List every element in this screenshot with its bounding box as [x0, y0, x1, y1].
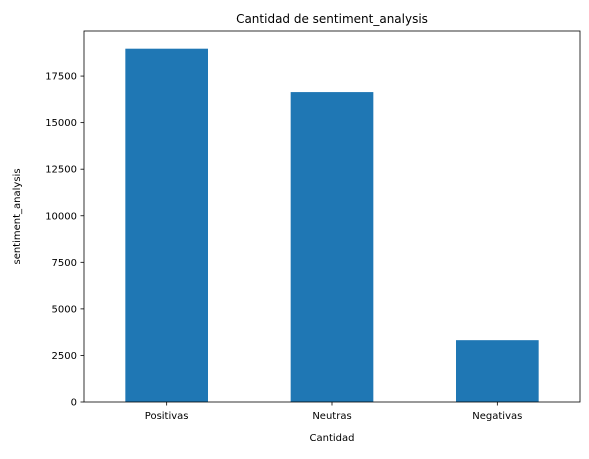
- y-tick-label: 7500: [52, 258, 77, 269]
- plot-frame: [83, 30, 581, 403]
- x-tick-label: Positivas: [145, 411, 189, 422]
- y-axis-label: sentiment_analysis: [12, 168, 23, 264]
- y-tick-label: 2500: [52, 351, 77, 362]
- x-ticks-group: Positivas Neutras Negativas: [145, 402, 522, 422]
- y-tick-label: 5000: [52, 304, 77, 315]
- bar-neutras: [290, 92, 374, 403]
- x-tick-label: Neutras: [312, 411, 351, 422]
- chart-title: Cantidad de sentiment_analysis: [236, 12, 428, 26]
- y-tick-label: 12500: [45, 165, 77, 176]
- y-tick-label: 15000: [45, 118, 77, 129]
- x-tick-label: Negativas: [472, 411, 522, 422]
- bar-positivas: [125, 48, 208, 403]
- y-tick-label: 17500: [45, 72, 77, 83]
- bars-group: [125, 48, 539, 403]
- bar-negativas: [456, 340, 539, 402]
- y-ticks-group: 0 2500 5000 7500 10000 12500 15000 17500: [45, 72, 84, 409]
- y-tick-label: 0: [71, 398, 77, 409]
- x-axis-label: Cantidad: [310, 433, 355, 444]
- y-tick-label: 10000: [45, 211, 77, 222]
